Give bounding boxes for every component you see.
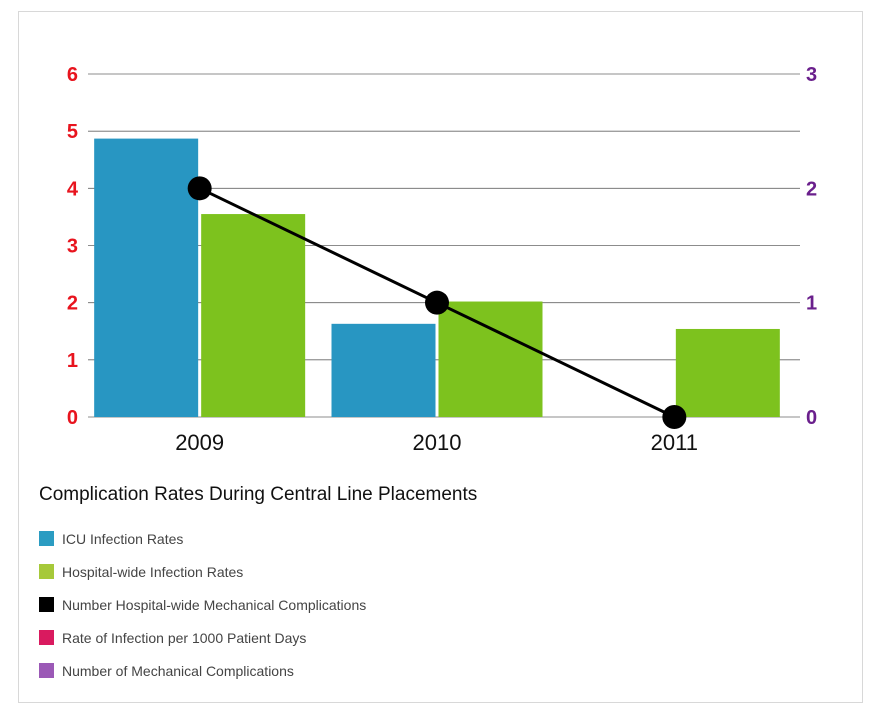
x-tick-label: 2011: [651, 430, 698, 455]
legend-swatch: [39, 597, 54, 612]
bar-hospital-wide-infection: [201, 214, 306, 417]
line-point: [662, 405, 687, 429]
legend-label: ICU Infection Rates: [62, 530, 184, 547]
y-left-tick-label: 6: [67, 64, 78, 86]
y-left-tick-label: 1: [67, 350, 78, 372]
legend-item-hospital-wide[interactable]: Hospital-wide Infection Rates: [39, 555, 477, 588]
y-right-tick-label: 3: [806, 64, 817, 86]
legend-item-rate-per-1000[interactable]: Rate of Infection per 1000 Patient Days: [39, 621, 477, 654]
legend-item-icu[interactable]: ICU Infection Rates: [39, 522, 477, 555]
legend-swatch: [39, 630, 54, 645]
y-right-tick-label: 2: [806, 178, 817, 200]
y-right-tick-label: 1: [806, 293, 817, 315]
legend-swatch: [39, 564, 54, 579]
line-point: [425, 290, 449, 315]
legend-label: Number of Mechanical Complications: [62, 662, 294, 679]
combo-chart: 0 1 2 3 4 5 6 0 1 2 3 2009 2010 2011: [67, 64, 817, 455]
legend: Complication Rates During Central Line P…: [39, 484, 477, 687]
x-tick-label: 2009: [175, 430, 224, 455]
x-tick-label: 2010: [413, 430, 462, 455]
legend-item-num-mechanical[interactable]: Number of Mechanical Complications: [39, 654, 477, 687]
y-left-tick-label: 4: [67, 178, 79, 200]
legend-swatch: [39, 531, 54, 546]
bar-icu-infection: [94, 138, 199, 417]
line-point: [187, 176, 212, 201]
bar-hospital-wide-infection: [438, 301, 543, 417]
y-left-tick-label: 0: [67, 407, 78, 429]
bar-icu-infection: [331, 323, 436, 417]
bar-hospital-wide-infection: [675, 328, 780, 417]
y-left-tick-label: 2: [67, 293, 78, 315]
y-left-tick-label: 3: [67, 236, 78, 258]
legend-label: Number Hospital-wide Mechanical Complica…: [62, 596, 367, 613]
legend-swatch: [39, 663, 54, 678]
legend-label: Hospital-wide Infection Rates: [62, 563, 244, 580]
legend-title: Complication Rates During Central Line P…: [39, 484, 478, 505]
legend-label: Rate of Infection per 1000 Patient Days: [62, 629, 307, 646]
y-right-tick-label: 0: [806, 407, 817, 429]
legend-item-mechanical[interactable]: Number Hospital-wide Mechanical Complica…: [39, 588, 477, 621]
y-left-tick-label: 5: [67, 121, 78, 143]
